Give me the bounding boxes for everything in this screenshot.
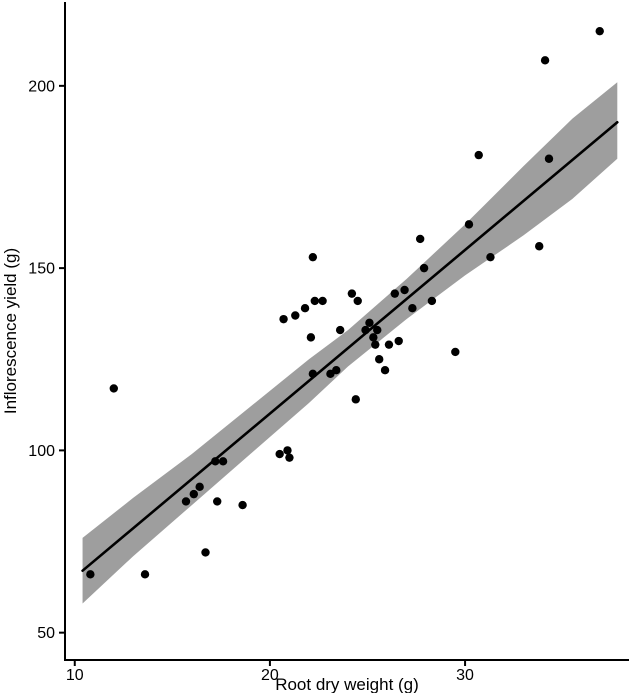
data-point — [400, 285, 409, 295]
x-tick-label: 10 — [66, 667, 84, 684]
confidence-band-layer — [82, 82, 618, 604]
data-point — [238, 500, 247, 510]
regression-line-layer — [81, 120, 619, 572]
confidence-band — [82, 82, 618, 604]
data-point — [408, 304, 417, 313]
data-point — [464, 220, 474, 229]
data-point — [371, 340, 380, 349]
data-point — [535, 242, 544, 251]
data-point — [86, 570, 95, 579]
x-tick-label: 20 — [261, 667, 279, 684]
data-point — [211, 457, 220, 466]
data-point — [384, 340, 394, 349]
data-point — [285, 453, 294, 462]
data-point — [195, 482, 204, 492]
data-point — [451, 347, 460, 357]
data-point — [335, 325, 345, 335]
data-point — [419, 263, 429, 273]
data-point — [540, 56, 550, 65]
y-tick-label: 150 — [28, 261, 55, 278]
data-point — [189, 489, 199, 499]
data-point — [140, 570, 150, 579]
y-tick-label: 50 — [37, 625, 55, 642]
data-point — [544, 154, 554, 163]
data-point — [415, 234, 425, 244]
x-tick-label: 30 — [456, 667, 474, 684]
data-point — [308, 369, 318, 379]
data-point — [595, 26, 604, 36]
data-point — [310, 296, 319, 306]
x-axis-title: Root dry weight (g) — [275, 675, 419, 693]
data-point — [279, 314, 288, 324]
data-point — [201, 548, 210, 557]
regression-line — [81, 120, 619, 572]
data-point — [291, 311, 300, 320]
data-point — [474, 150, 483, 160]
data-point — [427, 296, 437, 306]
data-point — [390, 289, 400, 298]
data-point — [351, 395, 360, 404]
data-point — [375, 355, 384, 364]
data-point — [373, 325, 382, 335]
data-point — [353, 296, 362, 306]
axes-layer: 10 20 30 50 100 150 200 — [28, 2, 629, 684]
y-axis-title: Inflorescence yield (g) — [1, 248, 20, 414]
data-point — [109, 384, 118, 393]
data-point — [283, 446, 292, 455]
data-point — [332, 365, 341, 375]
data-point — [300, 304, 310, 313]
data-point — [347, 289, 357, 298]
data-point — [306, 333, 316, 342]
data-point — [365, 318, 374, 327]
data-point — [218, 457, 228, 466]
data-point — [213, 497, 222, 506]
data-point — [308, 252, 318, 262]
data-point — [181, 497, 191, 506]
data-points-layer — [86, 26, 604, 579]
data-point — [486, 252, 495, 262]
data-point — [380, 365, 390, 375]
data-point — [275, 449, 284, 459]
data-point — [369, 333, 378, 342]
data-point — [361, 325, 370, 335]
data-point — [394, 336, 403, 346]
y-tick-label: 100 — [28, 443, 55, 460]
y-tick-label: 200 — [28, 78, 55, 95]
data-point — [318, 296, 327, 306]
